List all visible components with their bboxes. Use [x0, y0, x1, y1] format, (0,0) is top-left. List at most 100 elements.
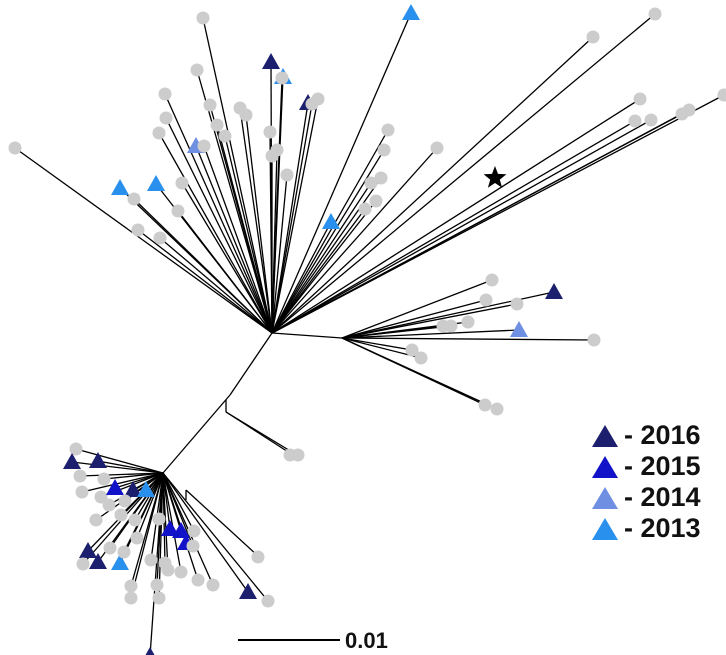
circle-tip-icon — [478, 398, 492, 412]
circle-tip-icon — [203, 98, 217, 112]
triangle-marker-icon — [79, 542, 97, 558]
branch-line — [123, 472, 164, 553]
circle-tip-icon — [131, 223, 145, 237]
circle-tip-icon — [628, 114, 642, 128]
branch-line — [137, 229, 273, 334]
triangle-marker-icon — [172, 522, 190, 538]
circle-tip-icon — [436, 319, 450, 333]
triangle-marker-icon — [592, 455, 618, 478]
circle-tip-icon — [311, 92, 325, 106]
branch-line — [271, 102, 309, 334]
circle-tip-icon — [127, 192, 141, 206]
branch-line — [271, 94, 725, 334]
circle-tip-icon — [485, 273, 499, 287]
branch-line — [271, 208, 366, 334]
branch-line — [103, 472, 164, 480]
triangle-marker-icon — [89, 553, 107, 569]
circle-tip-icon — [124, 591, 138, 605]
branch-line — [195, 145, 273, 334]
circle-tip-icon — [117, 545, 131, 559]
branch-line — [162, 472, 195, 532]
triangle-marker-icon — [239, 583, 257, 599]
circle-tip-icon — [490, 402, 504, 416]
triangle-marker-icon — [111, 554, 129, 570]
branch-line — [133, 198, 273, 334]
branch-line — [271, 13, 656, 334]
circle-tip-icon — [118, 494, 132, 508]
branch-line — [130, 472, 164, 599]
branch-line — [216, 124, 273, 334]
branch-line — [162, 472, 169, 571]
circle-tip-icon — [190, 63, 204, 77]
circle-tip-icon — [102, 498, 116, 512]
branch-line — [271, 12, 412, 334]
circle-tip-icon — [152, 512, 166, 526]
circle-tip-icon — [430, 141, 444, 155]
circle-tip-icon — [648, 7, 662, 21]
legend-item-2016: - 2016 — [590, 420, 701, 451]
circle-tip-icon — [89, 513, 103, 527]
circle-tip-icon — [175, 176, 189, 190]
branch-line — [75, 448, 164, 474]
branch-line — [79, 472, 164, 477]
circle-tip-icon — [150, 578, 164, 592]
branch-line — [162, 472, 182, 573]
circle-tip-icon — [103, 541, 117, 555]
circle-tip-icon — [191, 573, 205, 587]
branch-line — [341, 329, 520, 339]
legend-label: - 2015 — [624, 451, 701, 481]
branch-line — [239, 107, 273, 334]
branch-line — [271, 120, 636, 334]
branch-line — [271, 103, 313, 334]
branch-line — [109, 472, 164, 549]
circle-tip-icon — [405, 343, 419, 357]
circle-tip-icon — [270, 143, 284, 157]
triangle-marker-icon — [124, 481, 142, 497]
circle-tip-icon — [171, 204, 185, 218]
circle-tip-icon — [358, 202, 372, 216]
circle-tip-icon — [196, 11, 210, 25]
legend-label: - 2013 — [624, 513, 701, 543]
circle-tip-icon — [275, 71, 289, 85]
legend-item-2015: - 2015 — [590, 451, 701, 482]
triangle-marker-icon — [89, 452, 107, 468]
legend-label: - 2014 — [624, 482, 701, 512]
branch-line — [341, 337, 595, 341]
branch-line — [149, 472, 164, 655]
branch-line — [341, 303, 518, 339]
circle-tip-icon — [377, 143, 391, 157]
circle-tip-icon — [633, 92, 647, 106]
branch-line — [245, 114, 273, 334]
triangle-marker-icon — [111, 179, 129, 195]
triangle-marker-icon — [63, 453, 81, 469]
branch-line — [185, 489, 259, 557]
circle-tip-icon — [97, 472, 111, 486]
circle-tip-icon — [291, 448, 305, 462]
circle-tip-icon — [587, 333, 601, 347]
branch-line — [225, 411, 297, 458]
branch-line — [177, 210, 273, 334]
circle-tip-icon — [414, 351, 428, 365]
branch-line — [224, 135, 273, 334]
triangle-marker-icon — [147, 175, 165, 191]
circle-tip-icon — [461, 315, 475, 329]
branch-line — [341, 337, 413, 351]
branch-line — [159, 237, 273, 334]
triangle-marker-icon — [322, 213, 340, 229]
circle-tip-icon — [144, 553, 158, 567]
circle-tip-icon — [158, 87, 172, 101]
branch-line — [165, 117, 273, 334]
branch-line — [81, 472, 164, 493]
circle-tip-icon — [263, 125, 277, 139]
branch-line — [271, 332, 343, 339]
branch-line — [203, 145, 273, 334]
scale-bar-label: 0.01 — [345, 628, 388, 653]
star-icon — [483, 166, 507, 188]
circle-tip-icon — [280, 168, 294, 182]
branch-line — [162, 472, 269, 602]
circle-tip-icon — [644, 113, 658, 127]
branch-line — [271, 147, 438, 334]
circle-tip-icon — [218, 129, 232, 143]
triangle-marker-icon — [137, 481, 155, 497]
